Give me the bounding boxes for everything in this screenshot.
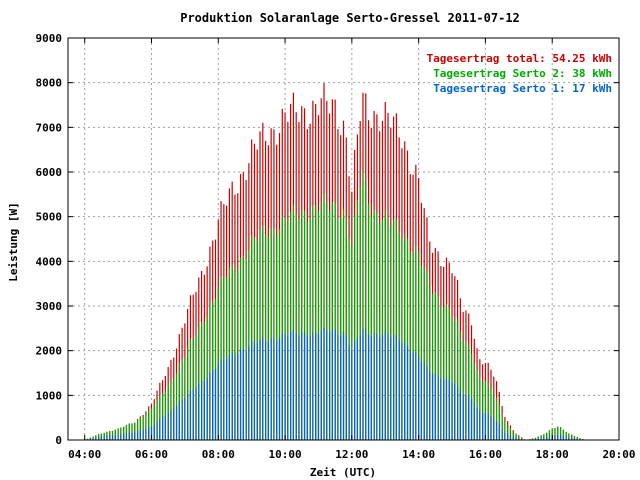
x-tick-label: 06:00 xyxy=(135,448,168,461)
chart-title: Produktion Solaranlage Serto-Gressel 201… xyxy=(180,11,520,25)
legend-entry-serto2: Tagesertrag Serto 2: 38 kWh xyxy=(433,67,612,80)
y-tick-label: 0 xyxy=(55,434,62,447)
x-tick-label: 14:00 xyxy=(402,448,435,461)
y-tick-label: 3000 xyxy=(36,300,63,313)
y-tick-label: 1000 xyxy=(36,389,63,402)
x-axis-label: Zeit (UTC) xyxy=(310,466,376,479)
y-tick-label: 5000 xyxy=(36,211,63,224)
y-tick-label: 2000 xyxy=(36,345,63,358)
x-tick-label: 20:00 xyxy=(602,448,635,461)
plot-frame xyxy=(67,37,620,441)
y-ticks: 0 1000 2000 3000 4000 5000 6000 7000 8000 9000 xyxy=(36,32,619,447)
y-tick-label: 9000 xyxy=(36,32,63,45)
x-tick-label: 08:00 xyxy=(202,448,235,461)
x-tick-label: 12:00 xyxy=(335,448,368,461)
legend-entry-total: Tagesertrag total: 54.25 kWh xyxy=(427,52,612,65)
x-tick-label: 04:00 xyxy=(68,448,101,461)
x-tick-label: 16:00 xyxy=(469,448,502,461)
y-axis-label: Leistung [W] xyxy=(7,202,20,281)
legend: Tagesertrag total: 54.25 kWh Tagesertrag … xyxy=(427,52,612,95)
x-ticks: 04:00 06:00 08:00 10:00 12:00 14:00 16:00 18:00… xyxy=(68,38,636,461)
y-tick-label: 6000 xyxy=(36,166,63,179)
bars xyxy=(86,83,584,440)
legend-entry-serto1: Tagesertrag Serto 1: 17 kWh xyxy=(433,82,612,95)
y-tick-label: 7000 xyxy=(36,121,63,134)
y-tick-label: 8000 xyxy=(36,77,63,90)
y-tick-label: 4000 xyxy=(36,255,63,268)
x-tick-label: 18:00 xyxy=(536,448,569,461)
x-tick-label: 10:00 xyxy=(268,448,301,461)
